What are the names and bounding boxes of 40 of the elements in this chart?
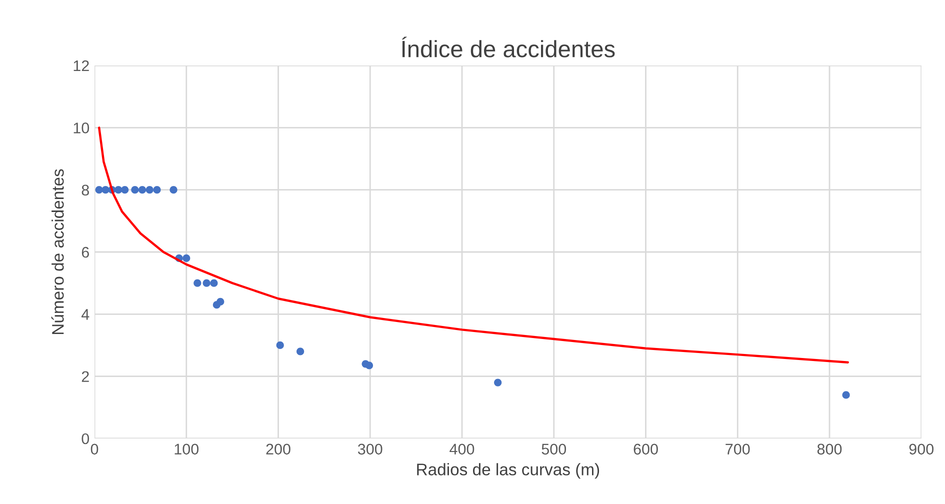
point	[138, 186, 146, 194]
x-tick-label: 200	[266, 444, 290, 455]
point	[121, 186, 129, 194]
y-tick-label: 8	[82, 184, 89, 196]
point	[182, 254, 190, 262]
point	[494, 378, 502, 386]
y-tick-label: 0	[82, 433, 90, 444]
line-series	[98, 126, 849, 364]
x-tick-label: 900	[909, 444, 934, 455]
y-tick-label: 10	[74, 122, 90, 134]
point	[216, 298, 224, 306]
point	[276, 341, 284, 350]
x-tick-label: 0	[90, 444, 98, 455]
point	[102, 186, 110, 194]
x-tick-label: 700	[726, 444, 750, 455]
y-tick-label: 12	[74, 60, 89, 72]
x-tick-label: 400	[450, 444, 474, 455]
chart-title: Índice de accidentes	[402, 36, 615, 58]
point	[210, 279, 218, 287]
x-tick-label: 600	[634, 444, 658, 455]
point	[202, 279, 210, 287]
x-tick-label: 500	[542, 444, 566, 455]
point	[153, 186, 161, 194]
point	[114, 186, 122, 194]
point	[296, 348, 304, 356]
x-tick-label: 800	[817, 444, 842, 455]
point	[365, 362, 374, 370]
x-axis-title: Radios de las curvas (m)	[417, 463, 600, 479]
y-tick-label: 2	[82, 371, 89, 382]
point	[95, 186, 103, 194]
point	[842, 391, 850, 399]
point	[131, 186, 139, 194]
x-tick-label: 300	[358, 444, 382, 455]
point	[170, 186, 178, 194]
y-tick-label: 6	[82, 246, 89, 258]
point	[146, 186, 154, 194]
y-tick-label: 4	[81, 309, 90, 320]
y-axis-title: Número de accidentes	[51, 169, 64, 334]
x-tick-label: 100	[174, 444, 199, 455]
point	[194, 279, 202, 287]
